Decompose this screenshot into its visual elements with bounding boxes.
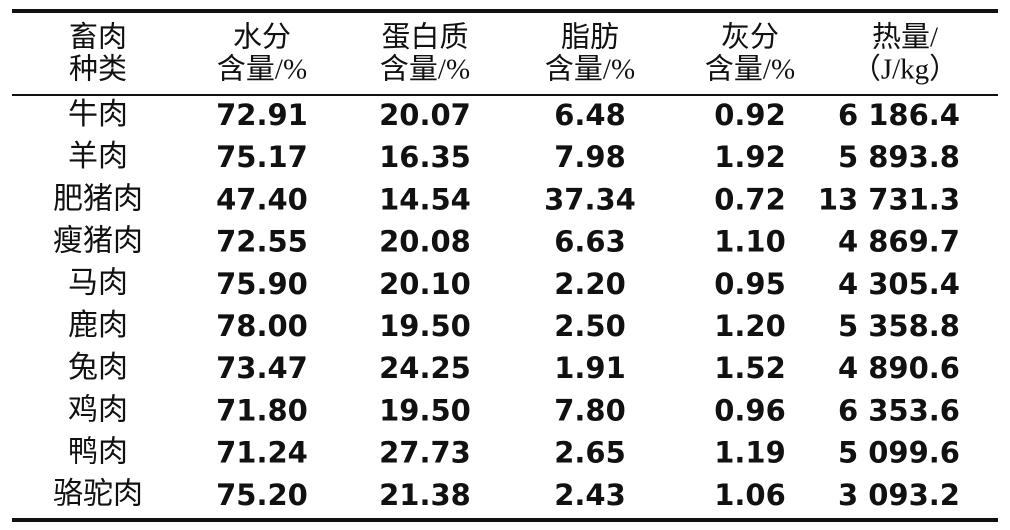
- cell: 6 353.6: [838, 393, 960, 427]
- cells: 畜肉种类水分含量/%蛋白质含量/%脂肪含量/%灰分含量/%热量/（J/kg）牛肉…: [53, 21, 960, 512]
- cell: 20.07: [379, 98, 471, 132]
- cell: 0.96: [714, 393, 786, 427]
- cell: 2.50: [554, 309, 626, 343]
- header-cell: 含量/%: [380, 53, 470, 86]
- row-label: 鹿肉: [68, 309, 128, 342]
- header-cell: 脂肪: [561, 21, 619, 54]
- cell: 73.47: [216, 351, 308, 385]
- cell: 72.91: [216, 98, 308, 132]
- cell: 75.90: [216, 267, 308, 301]
- cell: 2.43: [554, 478, 626, 512]
- row-label: 鸡肉: [68, 393, 128, 426]
- header-cell: 热量/: [872, 21, 939, 54]
- row-label: 马肉: [68, 267, 128, 300]
- cell: 19.50: [379, 393, 471, 427]
- row-label: 羊肉: [68, 140, 128, 173]
- cell: 7.98: [554, 140, 626, 174]
- cell: 1.19: [714, 436, 786, 470]
- cell: 1.92: [714, 140, 786, 174]
- cell: 7.80: [554, 393, 626, 427]
- cell: 1.10: [714, 225, 786, 259]
- cell: 1.20: [714, 309, 786, 343]
- cell: 0.92: [714, 98, 786, 132]
- row-label: 瘦猪肉: [53, 224, 143, 257]
- cell: 75.20: [216, 478, 308, 512]
- cell: 3 093.2: [838, 478, 960, 512]
- cell: 1.06: [714, 478, 786, 512]
- header-cell: 畜肉: [69, 21, 127, 54]
- cell: 5 358.8: [838, 309, 960, 343]
- row-label: 鸭肉: [68, 435, 128, 468]
- cell: 2.20: [554, 267, 626, 301]
- header-cell: 蛋白质: [381, 21, 468, 54]
- cell: 6 186.4: [838, 98, 960, 132]
- cell: 71.80: [216, 393, 308, 427]
- cell: 16.35: [379, 140, 471, 174]
- cell: 37.34: [544, 182, 636, 216]
- cell: 75.17: [216, 140, 308, 174]
- cell: 1.91: [554, 351, 626, 385]
- header-cell: 灰分: [721, 21, 779, 54]
- header-cell: 含量/%: [545, 53, 635, 86]
- row-label: 肥猪肉: [53, 182, 143, 215]
- header-cell: 含量/%: [705, 53, 795, 86]
- row-label: 兔肉: [68, 351, 128, 384]
- header-cell: （J/kg）: [852, 54, 958, 86]
- cell: 71.24: [216, 436, 308, 470]
- cell: 21.38: [379, 478, 471, 512]
- cell: 13 731.3: [818, 182, 960, 216]
- header-cell: 含量/%: [217, 53, 307, 86]
- header-cell: 水分: [233, 21, 291, 54]
- cell: 4 869.7: [838, 225, 960, 259]
- cell: 4 890.6: [838, 351, 960, 385]
- header-cell: 种类: [69, 53, 127, 86]
- row-label: 牛肉: [68, 98, 128, 131]
- cell: 24.25: [379, 351, 471, 385]
- cell: 20.08: [379, 225, 471, 259]
- cell: 78.00: [216, 309, 308, 343]
- cell: 6.48: [554, 98, 626, 132]
- cell: 5 893.8: [838, 140, 960, 174]
- cell: 20.10: [379, 267, 471, 301]
- cell: 2.65: [554, 436, 626, 470]
- cell: 47.40: [216, 182, 308, 216]
- cell: 1.52: [714, 351, 786, 385]
- cell: 5 099.6: [838, 436, 960, 470]
- row-label: 骆驼肉: [53, 478, 143, 511]
- cell: 6.63: [554, 225, 626, 259]
- cell: 72.55: [216, 225, 308, 259]
- cell: 27.73: [379, 436, 471, 470]
- cell: 14.54: [379, 182, 471, 216]
- cell: 4 305.4: [838, 267, 960, 301]
- cell: 19.50: [379, 309, 471, 343]
- cell: 0.72: [714, 182, 786, 216]
- cell: 0.95: [714, 267, 786, 301]
